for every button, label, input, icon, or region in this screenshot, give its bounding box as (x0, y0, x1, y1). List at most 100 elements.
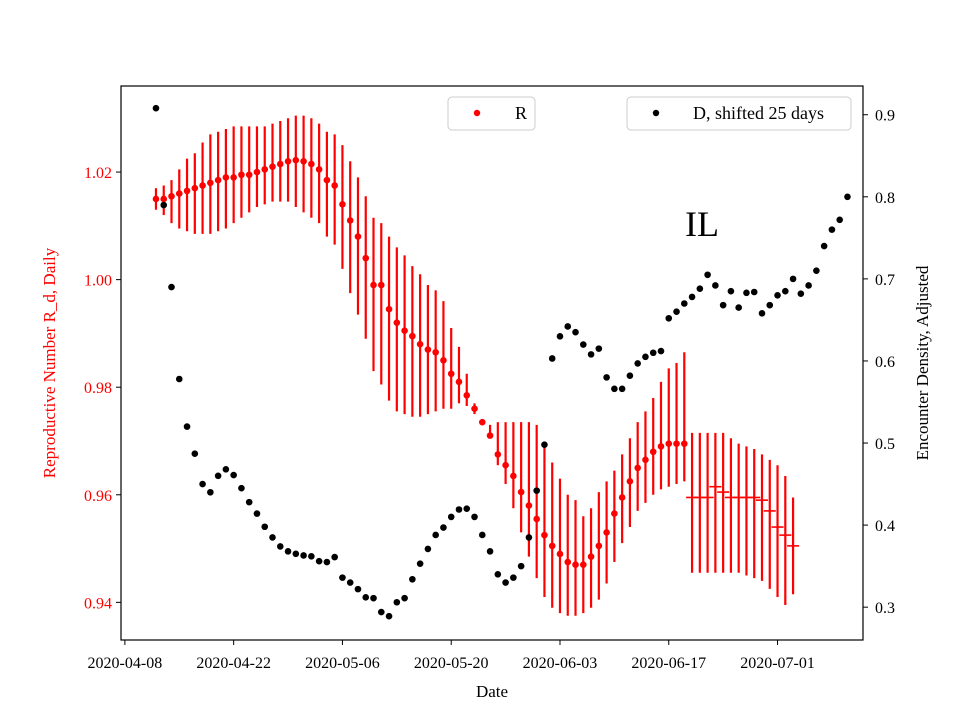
d-point (750, 288, 758, 296)
d-point (805, 282, 812, 289)
r-point (377, 281, 385, 289)
d-point (688, 293, 696, 301)
r-point (253, 168, 261, 176)
legend-d-box (626, 96, 852, 131)
r-point (541, 531, 548, 539)
r-point (269, 163, 276, 170)
d-point (409, 575, 416, 583)
r-point (354, 233, 362, 240)
right-axis-label: Encounter Density, Adjusted (913, 265, 932, 460)
r-point (579, 561, 587, 568)
left-axis-label: Reproductive Number R_d, Daily (40, 247, 59, 478)
d-point (416, 560, 424, 567)
d-point (782, 287, 789, 295)
d-point (486, 548, 494, 555)
r-point (440, 357, 447, 364)
r-point (642, 456, 649, 464)
r-point (416, 340, 424, 348)
plot-area (120, 85, 864, 641)
d-point (152, 104, 160, 112)
d-point (308, 552, 315, 560)
legend-r-marker (473, 109, 481, 117)
d-point (393, 598, 401, 606)
d-point (253, 510, 261, 517)
d-point (471, 513, 478, 521)
d-point (813, 267, 820, 274)
r-point (331, 182, 338, 189)
r-point (245, 171, 253, 179)
d-point (175, 375, 183, 383)
d-point (440, 524, 447, 531)
d-point (579, 341, 587, 348)
d-point (541, 441, 548, 448)
d-point (719, 301, 727, 309)
r-point (680, 440, 688, 447)
d-point (657, 347, 665, 355)
d-point (649, 349, 657, 357)
d-point (300, 552, 307, 559)
legend-r-box (447, 96, 536, 131)
x-tick-label: 2020-07-01 (740, 655, 815, 672)
r-point (315, 166, 323, 173)
d-point (820, 242, 828, 250)
right-tick-label: 0.9 (875, 108, 895, 125)
r-point (276, 160, 284, 168)
d-point (424, 545, 432, 553)
r-point (199, 182, 206, 189)
left-tick-label: 0.96 (84, 488, 112, 505)
r-points (152, 156, 688, 568)
d-point (238, 484, 245, 492)
d-point (642, 353, 649, 361)
r-point (292, 156, 300, 164)
d-point (183, 423, 191, 430)
d-point (712, 282, 719, 289)
d-point (758, 310, 766, 317)
right-tick-label: 0.3 (875, 600, 895, 617)
d-point (222, 465, 230, 473)
d-point (346, 579, 354, 586)
r-point (525, 502, 533, 509)
r-point (362, 254, 370, 262)
r-point (455, 378, 463, 386)
d-point (603, 374, 610, 381)
d-point (797, 290, 805, 297)
r-point (533, 515, 540, 523)
r-point (649, 448, 657, 456)
r-point (160, 195, 168, 203)
d-point (191, 450, 199, 457)
left-tick-label: 0.94 (84, 595, 112, 612)
d-point (533, 487, 540, 494)
r-point (230, 174, 237, 181)
d-point (463, 505, 471, 512)
r-point (626, 478, 634, 485)
r-point (548, 542, 556, 550)
r-point (634, 464, 641, 472)
r-point (556, 550, 564, 558)
r-point (486, 432, 494, 439)
r-point (238, 171, 245, 179)
r-point (308, 160, 315, 168)
d-point (572, 328, 579, 336)
r-point (657, 443, 665, 450)
r-point (191, 184, 199, 192)
d-point (828, 226, 836, 233)
r-point (673, 440, 680, 447)
x-tick-label: 2020-06-03 (523, 655, 598, 672)
d-point (548, 355, 556, 362)
r-point (261, 166, 269, 173)
r-point (300, 158, 307, 165)
x-tick-label: 2020-05-20 (414, 655, 489, 672)
d-points (152, 104, 851, 620)
r-projection-marks (686, 485, 800, 547)
d-point (587, 351, 595, 358)
d-point (494, 571, 502, 578)
d-point (836, 216, 843, 224)
right-tick-label: 0.6 (875, 354, 895, 371)
r-point (502, 461, 509, 469)
r-point (618, 494, 626, 501)
r-point (564, 558, 572, 566)
r-projection-errorbars (690, 432, 795, 606)
d-point (168, 283, 175, 291)
r-point (510, 472, 517, 480)
d-point (696, 285, 704, 293)
